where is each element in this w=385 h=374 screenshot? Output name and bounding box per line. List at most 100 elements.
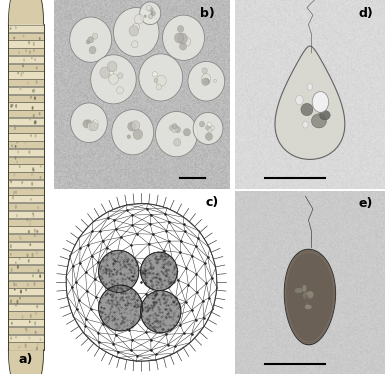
Circle shape (117, 87, 123, 94)
Circle shape (175, 126, 181, 133)
Circle shape (141, 291, 181, 333)
Bar (8, 95, 44, 102)
Circle shape (154, 78, 158, 83)
Circle shape (141, 252, 177, 291)
Circle shape (87, 120, 91, 125)
Circle shape (146, 5, 152, 11)
Bar (8, 87, 44, 94)
Circle shape (141, 291, 181, 333)
Bar (8, 71, 44, 79)
Bar (8, 335, 44, 342)
Circle shape (91, 55, 136, 104)
Circle shape (17, 300, 18, 303)
Bar (8, 343, 44, 350)
Circle shape (107, 61, 117, 72)
Circle shape (88, 37, 94, 43)
Circle shape (83, 120, 90, 128)
Ellipse shape (307, 291, 313, 298)
Circle shape (156, 111, 198, 157)
Circle shape (296, 95, 303, 105)
Bar (8, 141, 44, 148)
Circle shape (99, 250, 139, 292)
Circle shape (214, 79, 216, 82)
Circle shape (109, 71, 113, 75)
Bar (8, 118, 44, 125)
Circle shape (111, 108, 155, 156)
Circle shape (99, 285, 142, 331)
Bar (8, 319, 44, 327)
Circle shape (10, 245, 11, 248)
Circle shape (210, 126, 214, 130)
Circle shape (148, 14, 153, 19)
Circle shape (174, 33, 184, 43)
Circle shape (69, 16, 112, 63)
Bar (8, 164, 44, 172)
Circle shape (140, 2, 161, 25)
Circle shape (144, 15, 146, 18)
Bar (8, 56, 44, 63)
Circle shape (21, 73, 22, 76)
Circle shape (149, 7, 153, 12)
Circle shape (152, 71, 157, 77)
Bar (8, 79, 44, 86)
Bar (8, 40, 44, 47)
Bar (8, 304, 44, 311)
Ellipse shape (306, 292, 312, 297)
Circle shape (33, 42, 34, 46)
Bar (8, 149, 44, 156)
Circle shape (177, 25, 184, 32)
Circle shape (40, 164, 41, 167)
Circle shape (35, 134, 36, 137)
Circle shape (171, 125, 178, 132)
Circle shape (202, 74, 211, 83)
Bar (8, 203, 44, 210)
Circle shape (172, 124, 177, 129)
Circle shape (134, 14, 144, 24)
Circle shape (131, 121, 140, 130)
Bar (8, 249, 44, 257)
Bar (8, 102, 44, 110)
Ellipse shape (303, 294, 308, 299)
Bar (8, 172, 44, 179)
Circle shape (193, 112, 223, 144)
Bar (8, 157, 44, 164)
Circle shape (156, 75, 166, 86)
Bar (8, 211, 44, 218)
Circle shape (92, 33, 98, 39)
Bar (8, 64, 44, 71)
Circle shape (177, 33, 187, 44)
Ellipse shape (305, 305, 312, 309)
Bar (8, 126, 44, 133)
Circle shape (89, 46, 96, 54)
Ellipse shape (316, 103, 325, 112)
Ellipse shape (301, 316, 308, 323)
Bar (8, 187, 44, 195)
Circle shape (204, 79, 209, 84)
Ellipse shape (320, 110, 330, 120)
Circle shape (14, 283, 15, 286)
Circle shape (174, 138, 181, 146)
Circle shape (99, 285, 142, 331)
Circle shape (184, 129, 191, 136)
Bar (8, 312, 44, 319)
Circle shape (86, 40, 90, 44)
Bar (8, 234, 44, 241)
Bar (8, 33, 44, 40)
Bar (8, 327, 44, 334)
Circle shape (90, 122, 98, 131)
Circle shape (30, 315, 31, 318)
Circle shape (206, 126, 209, 130)
Circle shape (206, 133, 213, 141)
Ellipse shape (314, 289, 318, 297)
Circle shape (16, 105, 17, 107)
Circle shape (179, 43, 186, 50)
Circle shape (312, 92, 329, 112)
Circle shape (114, 7, 159, 56)
Circle shape (112, 110, 154, 155)
Circle shape (133, 23, 139, 30)
Circle shape (109, 74, 119, 85)
Circle shape (155, 111, 198, 158)
Circle shape (141, 252, 177, 291)
Bar (8, 180, 44, 187)
Circle shape (127, 135, 131, 139)
